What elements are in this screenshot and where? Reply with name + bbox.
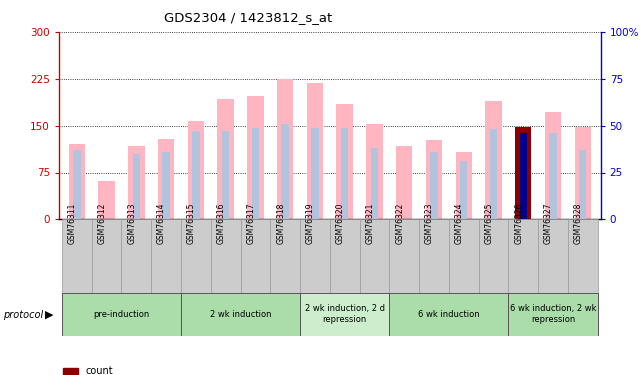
Bar <box>69 144 85 219</box>
Bar <box>240 219 271 292</box>
Bar <box>329 219 360 292</box>
Text: 2 wk induction, 2 d
repression: 2 wk induction, 2 d repression <box>304 304 385 324</box>
Bar <box>370 148 378 219</box>
Bar <box>389 219 419 292</box>
Text: GSM76320: GSM76320 <box>336 202 345 244</box>
Bar <box>99 181 115 219</box>
FancyBboxPatch shape <box>508 292 597 336</box>
Bar <box>281 124 289 219</box>
Bar <box>252 128 259 219</box>
Bar <box>479 219 508 292</box>
Bar <box>460 161 467 219</box>
Bar <box>419 219 449 292</box>
Text: GSM76324: GSM76324 <box>454 202 463 244</box>
Bar <box>396 146 412 219</box>
Text: GSM76317: GSM76317 <box>246 202 255 244</box>
Text: GSM76322: GSM76322 <box>395 202 404 244</box>
Bar <box>366 124 383 219</box>
Text: 2 wk induction: 2 wk induction <box>210 310 271 319</box>
Bar <box>277 79 294 219</box>
Text: protocol: protocol <box>3 310 44 320</box>
Bar <box>337 104 353 219</box>
Bar <box>490 129 497 219</box>
Bar <box>211 219 240 292</box>
Bar <box>485 100 502 219</box>
Bar <box>121 219 151 292</box>
Bar <box>456 152 472 219</box>
Bar <box>545 112 561 219</box>
Text: pre-induction: pre-induction <box>94 310 149 319</box>
Text: GDS2304 / 1423812_s_at: GDS2304 / 1423812_s_at <box>165 11 333 24</box>
Bar <box>162 152 170 219</box>
Bar <box>133 154 140 219</box>
Text: 6 wk induction, 2 wk
repression: 6 wk induction, 2 wk repression <box>510 304 596 324</box>
Text: GSM76316: GSM76316 <box>217 202 226 244</box>
Text: 6 wk induction: 6 wk induction <box>418 310 479 319</box>
Bar <box>307 83 323 219</box>
Bar <box>73 150 81 219</box>
Bar <box>62 219 92 292</box>
Bar <box>568 219 597 292</box>
Bar <box>515 127 531 219</box>
Bar <box>271 219 300 292</box>
Text: count: count <box>85 366 113 375</box>
Bar <box>519 133 527 219</box>
Bar <box>311 128 319 219</box>
Text: GSM76313: GSM76313 <box>128 202 137 244</box>
Bar <box>426 140 442 219</box>
Text: GSM76321: GSM76321 <box>365 202 374 244</box>
Bar <box>360 219 389 292</box>
Bar <box>63 368 78 375</box>
Text: GSM76328: GSM76328 <box>574 202 583 244</box>
Bar <box>449 219 479 292</box>
Bar <box>158 140 174 219</box>
FancyBboxPatch shape <box>62 292 181 336</box>
Bar <box>151 219 181 292</box>
Text: GSM76311: GSM76311 <box>68 202 77 244</box>
Text: GSM76314: GSM76314 <box>157 202 166 244</box>
Text: GSM76318: GSM76318 <box>276 202 285 244</box>
Bar <box>217 99 234 219</box>
Bar <box>549 133 557 219</box>
FancyBboxPatch shape <box>300 292 389 336</box>
Bar <box>92 219 121 292</box>
Bar <box>192 131 199 219</box>
Bar <box>222 131 229 219</box>
Text: ▶: ▶ <box>45 310 53 320</box>
Text: GSM76327: GSM76327 <box>544 202 553 244</box>
Bar <box>247 96 263 219</box>
Bar <box>300 219 329 292</box>
FancyBboxPatch shape <box>389 292 508 336</box>
FancyBboxPatch shape <box>181 292 300 336</box>
Bar <box>430 152 438 219</box>
Bar <box>128 146 144 219</box>
Text: GSM76326: GSM76326 <box>514 202 523 244</box>
Text: GSM76325: GSM76325 <box>485 202 494 244</box>
Bar <box>508 219 538 292</box>
Text: GSM76319: GSM76319 <box>306 202 315 244</box>
Text: GSM76323: GSM76323 <box>425 202 434 244</box>
Bar <box>515 127 531 219</box>
Bar <box>188 121 204 219</box>
Text: GSM76312: GSM76312 <box>97 202 106 244</box>
Bar <box>574 127 591 219</box>
Bar <box>579 150 587 219</box>
Text: GSM76315: GSM76315 <box>187 202 196 244</box>
Bar <box>341 128 349 219</box>
Bar <box>538 219 568 292</box>
Bar <box>181 219 211 292</box>
